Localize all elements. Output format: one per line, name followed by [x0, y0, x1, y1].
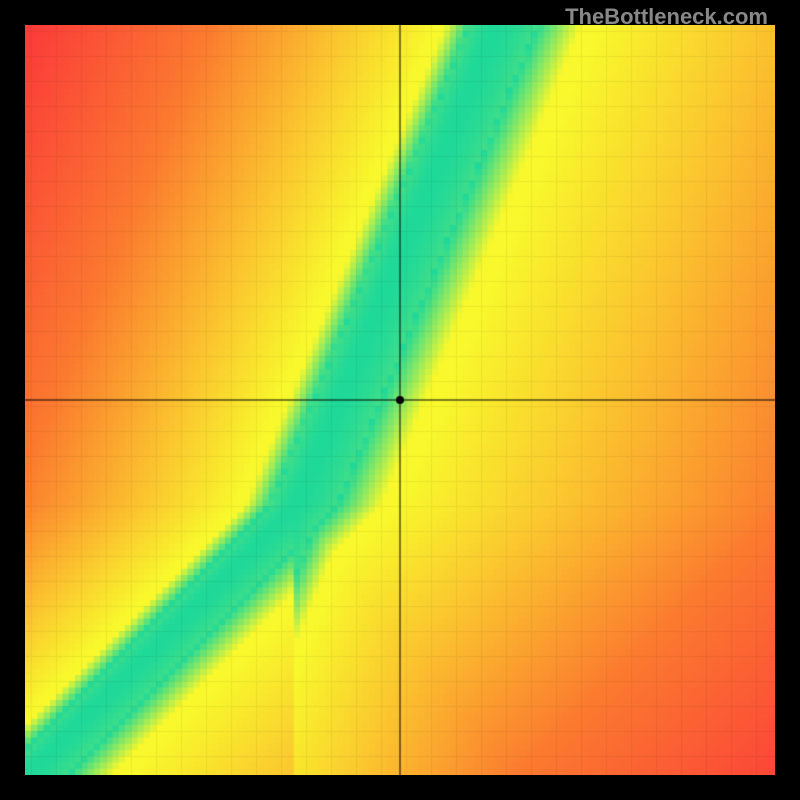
chart-container: { "watermark": "TheBottleneck.com", "cha… [0, 0, 800, 800]
watermark-text: TheBottleneck.com [565, 4, 768, 30]
bottleneck-heatmap [25, 25, 775, 775]
